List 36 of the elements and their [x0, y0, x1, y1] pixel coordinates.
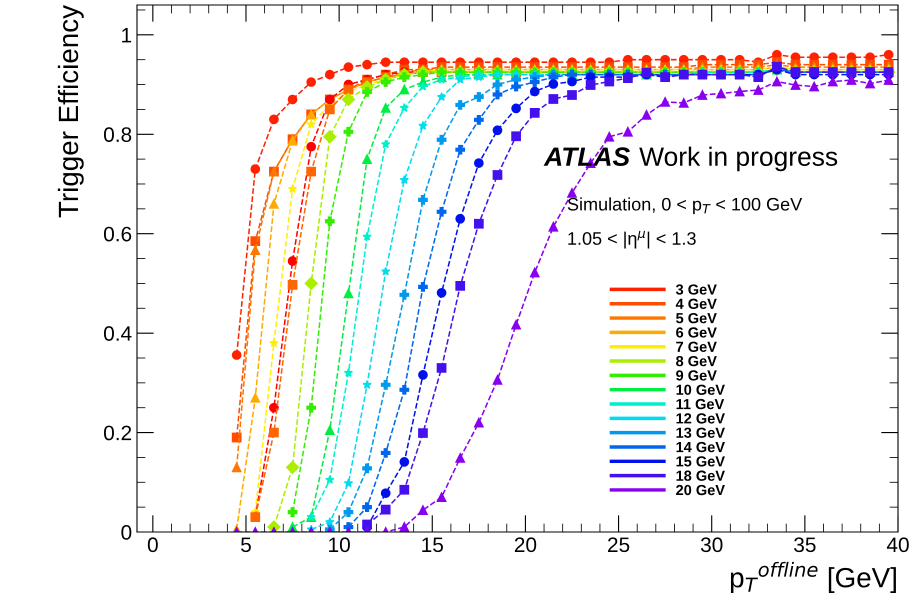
legend-label: 18 GeV: [676, 470, 725, 481]
y-tick-label: 0.8: [104, 127, 132, 142]
legend-label: 14 GeV: [676, 442, 725, 452]
legend-label: 9 GeV: [676, 370, 717, 381]
y-axis-title: Trigger Efficiency: [58, 5, 84, 218]
legend-label: 4 GeV: [676, 298, 717, 309]
legend-label: 20 GeV: [676, 484, 725, 496]
annotation: 1.05 < |η$^{μ}$| < 1.3: [568, 230, 696, 249]
y-tick-label: 0.2: [104, 426, 132, 440]
x-tick-label: 10: [329, 537, 350, 552]
legend-label: 6 GeV: [676, 327, 717, 338]
legend-label: 11 GeV: [676, 398, 724, 410]
legend-label: 7 GeV: [676, 342, 717, 352]
x-tick-label: 35: [794, 537, 816, 552]
y-tick-label: 0.4: [104, 326, 132, 341]
x-tick-label: 5: [241, 538, 251, 552]
legend-label: 10 GeV: [676, 384, 725, 395]
legend-label: 12 GeV: [676, 413, 725, 424]
x-axis-title: p$_{T}$$^{offline}$ [GeV]: [730, 562, 896, 594]
x-tick-label: 30: [700, 537, 722, 552]
x-tick-label: 40: [886, 537, 909, 552]
legend-label: 15 GeV: [676, 456, 725, 467]
x-tick-label: 0: [148, 537, 158, 552]
x-tick-label: 20: [514, 537, 536, 552]
legend-label: 13 GeV: [676, 428, 725, 438]
y-tick-label: 0: [121, 525, 132, 540]
annotation: ATLAS: [544, 147, 630, 166]
legend-label: 5 GeV: [676, 312, 717, 324]
x-tick-label: 15: [422, 538, 443, 552]
legend-label: 3 GeV: [676, 284, 717, 295]
y-tick-label: 1: [122, 28, 132, 42]
annotation: Work in progress: [639, 146, 838, 172]
annotation: Simulation, 0 < p$_{T}$ < 100 GeV: [568, 197, 802, 214]
y-tick-label: 0.6: [104, 226, 132, 242]
legend-label: 8 GeV: [676, 356, 717, 366]
x-tick-label: 25: [608, 537, 630, 552]
